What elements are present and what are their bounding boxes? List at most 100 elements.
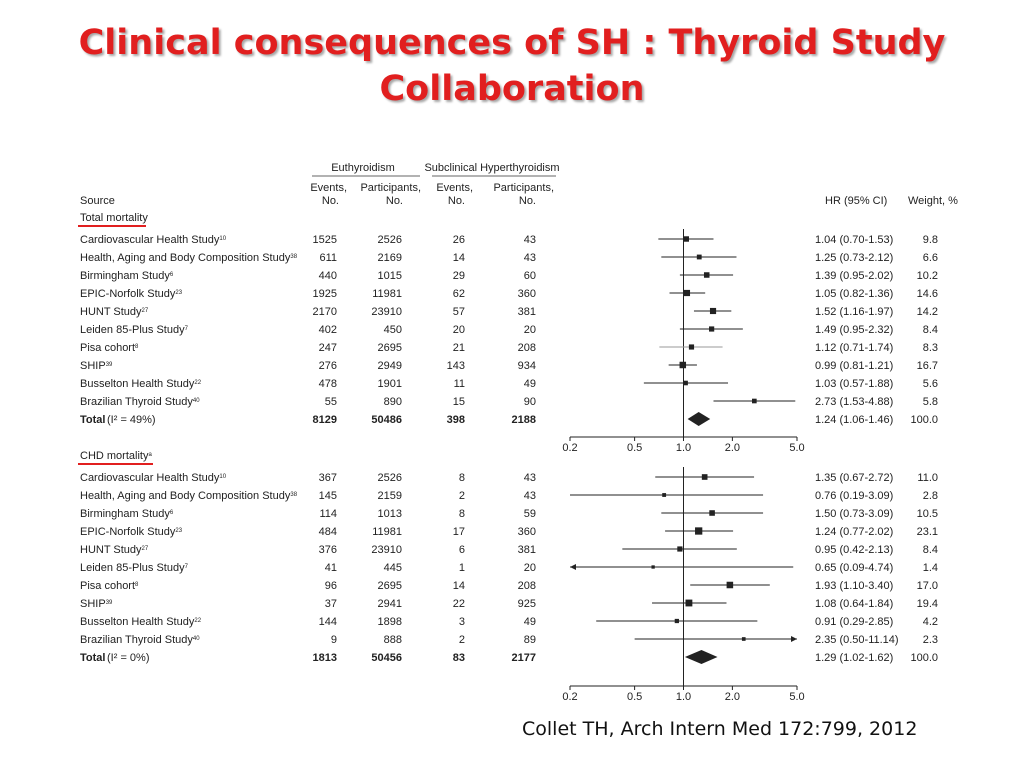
weight-label: 19.4 bbox=[917, 598, 938, 610]
study-name: Cardiovascular Health Study10 bbox=[80, 472, 227, 484]
forest-panels: Total mortality Cardiovascular Health Stu… bbox=[78, 212, 938, 703]
hr-ci-label: 0.65 (0.09-4.74) bbox=[815, 562, 893, 574]
study-name: HUNT Study27 bbox=[80, 306, 149, 318]
header-subclinical: Subclinical Hyperthyroidism bbox=[424, 162, 559, 174]
point-estimate bbox=[683, 380, 688, 386]
section-label: CHD mortalitya bbox=[80, 450, 152, 462]
total-row: Total (I² = 0%) 1813 50456 83 2177 1.29 (1.02-… bbox=[80, 650, 938, 664]
x-tick-label: 0.2 bbox=[562, 691, 577, 703]
weight-label: 5.6 bbox=[923, 378, 938, 390]
sh-events: 8 bbox=[459, 472, 465, 484]
study-name: Busselton Health Study22 bbox=[80, 378, 202, 390]
eu-participants: 2695 bbox=[378, 580, 402, 592]
eu-participants: 23910 bbox=[371, 544, 402, 556]
eu-events: 96 bbox=[325, 580, 337, 592]
eu-participants: 2941 bbox=[378, 598, 402, 610]
sh-events: 1 bbox=[459, 562, 465, 574]
study-row: Leiden 85-Plus Study7 402 450 20 20 1.49 (0.9… bbox=[80, 324, 938, 336]
hr-ci-label: 0.99 (0.81-1.21) bbox=[815, 360, 893, 372]
x-tick-label: 0.2 bbox=[562, 442, 577, 454]
eu-participants: 445 bbox=[384, 562, 402, 574]
study-row: Health, Aging and Body Composition Study… bbox=[80, 252, 938, 264]
hr-ci-label: 1.08 (0.64-1.84) bbox=[815, 598, 893, 610]
eu-participants: 1013 bbox=[378, 508, 402, 520]
study-name: SHIP39 bbox=[80, 598, 113, 610]
point-estimate bbox=[695, 527, 703, 535]
x-tick-label: 0.5 bbox=[627, 691, 642, 703]
header-euthyroidism: Euthyroidism bbox=[331, 162, 395, 174]
sh-participants: 43 bbox=[524, 472, 536, 484]
header-weight: Weight, % bbox=[908, 195, 958, 207]
sh-events: 3 bbox=[459, 616, 465, 628]
point-estimate bbox=[651, 565, 655, 569]
hr-ci-label: 2.73 (1.53-4.88) bbox=[815, 396, 893, 408]
eu-events: 145 bbox=[319, 490, 337, 502]
eu-events: 1925 bbox=[313, 288, 337, 300]
eu-participants: 2526 bbox=[378, 472, 402, 484]
hr-ci-label: 1.24 (0.77-2.02) bbox=[815, 526, 893, 538]
study-row: Busselton Health Study22 144 1898 3 49 0.91 (… bbox=[80, 616, 938, 628]
sh-participants: 60 bbox=[524, 270, 536, 282]
x-tick-label: 2.0 bbox=[725, 442, 740, 454]
study-name: Busselton Health Study22 bbox=[80, 616, 202, 628]
eu-events: 144 bbox=[319, 616, 337, 628]
eu-events: 247 bbox=[319, 342, 337, 354]
hr-ci-label: 0.76 (0.19-3.09) bbox=[815, 490, 893, 502]
section-label: Total mortality bbox=[80, 212, 148, 224]
ci-arrow-right bbox=[791, 636, 797, 642]
header-sh-events-2: No. bbox=[448, 195, 465, 207]
header-sh-events-1: Events, bbox=[436, 182, 473, 194]
sh-participants: 208 bbox=[518, 580, 536, 592]
sh-events: 143 bbox=[447, 360, 465, 372]
study-name: SHIP39 bbox=[80, 360, 113, 372]
sh-events: 14 bbox=[453, 252, 465, 264]
pooled-diamond bbox=[687, 412, 711, 426]
point-estimate bbox=[709, 326, 715, 332]
weight-label: 6.6 bbox=[923, 252, 938, 264]
study-name: Pisa cohort8 bbox=[80, 342, 139, 354]
hr-ci-label: 1.35 (0.67-2.72) bbox=[815, 472, 893, 484]
sh-participants: 49 bbox=[524, 378, 536, 390]
study-name: Pisa cohort8 bbox=[80, 580, 139, 592]
heterogeneity: (I² = 0%) bbox=[107, 652, 149, 664]
point-estimate bbox=[683, 236, 689, 242]
sh-participants: 2177 bbox=[512, 652, 536, 664]
sh-participants: 43 bbox=[524, 490, 536, 502]
weight-label: 2.3 bbox=[923, 634, 938, 646]
sh-events: 11 bbox=[454, 378, 465, 390]
total-row: Total (I² = 49%) 8129 50486 398 2188 1.24 (1.0… bbox=[80, 412, 938, 426]
eu-participants: 2526 bbox=[378, 234, 402, 246]
header-eu-events-2: No. bbox=[322, 195, 339, 207]
total-label: Total bbox=[80, 414, 105, 426]
eu-participants: 50456 bbox=[371, 652, 402, 664]
hr-ci-label: 1.50 (0.73-3.09) bbox=[815, 508, 893, 520]
ci-arrow-left bbox=[570, 564, 576, 570]
point-estimate bbox=[726, 581, 734, 589]
sh-events: 20 bbox=[453, 324, 465, 336]
sh-events: 26 bbox=[453, 234, 465, 246]
x-axis: 0.2 0.5 1.0 2.0 5.0 bbox=[562, 436, 805, 454]
study-row: Cardiovascular Health Study10 367 2526 8 43 1… bbox=[80, 472, 938, 484]
study-row: HUNT Study27 376 23910 6 381 0.95 (0.42-2.13)… bbox=[80, 544, 938, 556]
weight-label: 8.4 bbox=[923, 544, 938, 556]
total-label: Total bbox=[80, 652, 105, 664]
sh-events: 29 bbox=[453, 270, 465, 282]
study-name: EPIC-Norfolk Study23 bbox=[80, 526, 183, 538]
eu-events: 484 bbox=[319, 526, 337, 538]
sh-participants: 49 bbox=[524, 616, 536, 628]
sh-events: 15 bbox=[453, 396, 465, 408]
eu-participants: 11981 bbox=[372, 288, 402, 300]
sh-participants: 59 bbox=[524, 508, 536, 520]
eu-events: 2170 bbox=[313, 306, 337, 318]
study-row: Busselton Health Study22 478 1901 11 49 1.03 … bbox=[80, 378, 938, 390]
study-name: HUNT Study27 bbox=[80, 544, 149, 556]
sh-participants: 925 bbox=[518, 598, 536, 610]
eu-participants: 450 bbox=[384, 324, 402, 336]
sh-events: 57 bbox=[453, 306, 465, 318]
study-name: Leiden 85-Plus Study7 bbox=[80, 562, 189, 574]
sh-events: 398 bbox=[447, 414, 465, 426]
point-estimate bbox=[741, 637, 746, 641]
sh-events: 14 bbox=[453, 580, 465, 592]
eu-events: 1813 bbox=[313, 652, 337, 664]
point-estimate bbox=[696, 254, 702, 260]
